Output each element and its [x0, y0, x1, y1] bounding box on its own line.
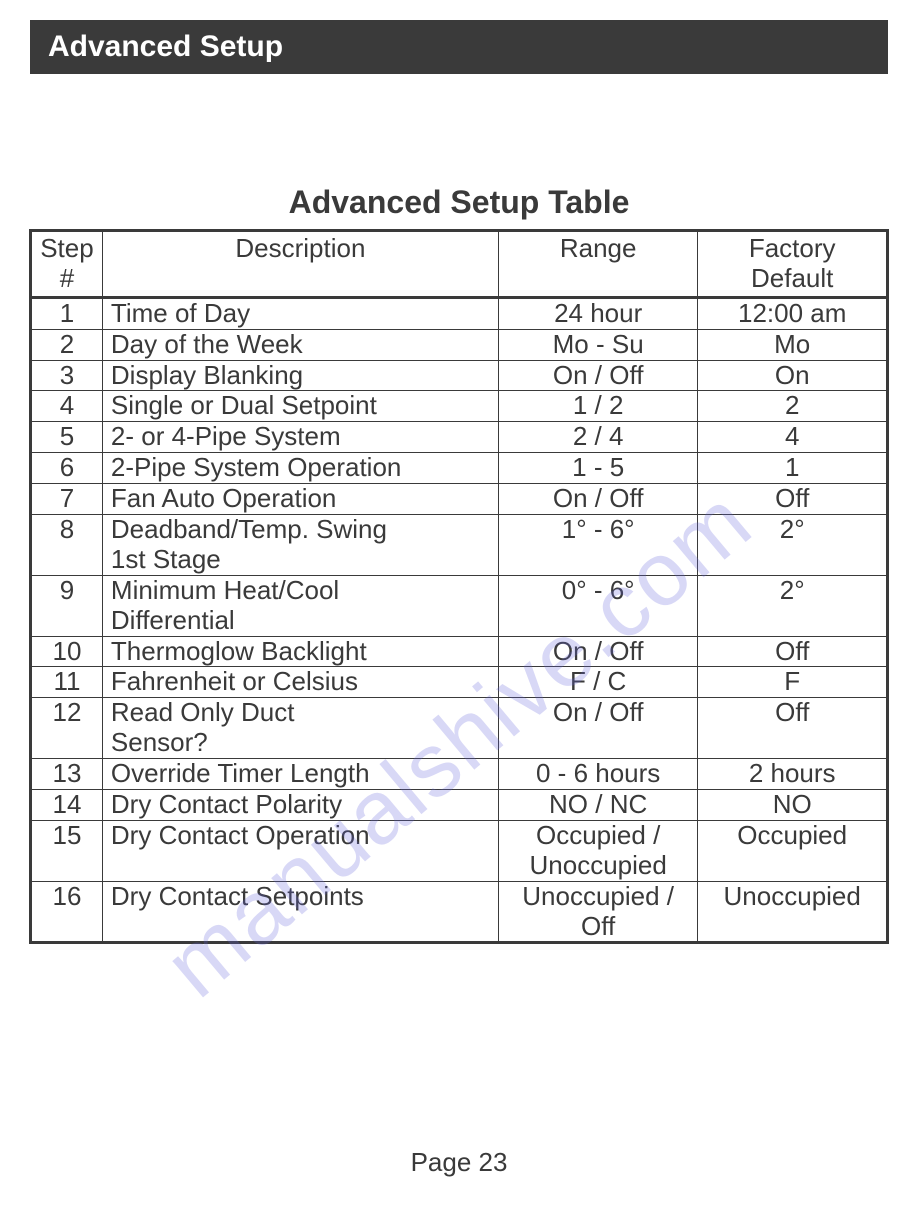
cell-step: 1	[31, 297, 103, 329]
cell-default: On	[698, 360, 888, 391]
cell-range: On / Off	[498, 360, 697, 391]
cell-step: 10	[31, 636, 103, 667]
table-row: 62-Pipe System Operation1 - 51	[31, 453, 888, 484]
cell-range: 0 - 6 hours	[498, 759, 697, 790]
table-row: 52- or 4-Pipe System2 / 44	[31, 422, 888, 453]
table-row: 14Dry Contact PolarityNO / NCNO	[31, 790, 888, 821]
cell-desc: Fahrenheit or Celsius	[102, 667, 498, 698]
table-row: 2Day of the WeekMo - SuMo	[31, 329, 888, 360]
cell-default: Mo	[698, 329, 888, 360]
col-header-desc: Description	[102, 231, 498, 298]
cell-default: 12:00 am	[698, 297, 888, 329]
cell-default: 2	[698, 391, 888, 422]
table-row: 3Display BlankingOn / OffOn	[31, 360, 888, 391]
table-row: 11Fahrenheit or CelsiusF / CF	[31, 667, 888, 698]
cell-range: NO / NC	[498, 790, 697, 821]
table-row: 7Fan Auto OperationOn / OffOff	[31, 484, 888, 515]
cell-range: On / Off	[498, 484, 697, 515]
cell-step: 14	[31, 790, 103, 821]
page-header: Advanced Setup	[30, 20, 888, 74]
cell-default: 1	[698, 453, 888, 484]
cell-desc: Time of Day	[102, 297, 498, 329]
table-row: 9Minimum Heat/CoolDifferential0° - 6°2°	[31, 575, 888, 636]
table-row: 15Dry Contact OperationOccupied /Unoccup…	[31, 820, 888, 881]
table-title: Advanced Setup Table	[0, 184, 918, 221]
cell-desc: Override Timer Length	[102, 759, 498, 790]
cell-range: On / Off	[498, 698, 697, 759]
cell-step: 9	[31, 575, 103, 636]
cell-desc: Single or Dual Setpoint	[102, 391, 498, 422]
col-header-default: FactoryDefault	[698, 231, 888, 298]
cell-range: 1° - 6°	[498, 515, 697, 576]
table-row: 4Single or Dual Setpoint1 / 22	[31, 391, 888, 422]
table-row: 12Read Only DuctSensor?On / OffOff	[31, 698, 888, 759]
cell-default: F	[698, 667, 888, 698]
table-row: 13Override Timer Length0 - 6 hours2 hour…	[31, 759, 888, 790]
cell-desc: Dry Contact Setpoints	[102, 881, 498, 943]
cell-range: 0° - 6°	[498, 575, 697, 636]
cell-range: Mo - Su	[498, 329, 697, 360]
table-body: 1Time of Day24 hour12:00 am2Day of the W…	[31, 297, 888, 943]
cell-range: Unoccupied /Off	[498, 881, 697, 943]
cell-default: Occupied	[698, 820, 888, 881]
col-header-range: Range	[498, 231, 697, 298]
cell-step: 15	[31, 820, 103, 881]
cell-desc: Fan Auto Operation	[102, 484, 498, 515]
table-row: 16Dry Contact SetpointsUnoccupied /OffUn…	[31, 881, 888, 943]
cell-desc: Day of the Week	[102, 329, 498, 360]
cell-desc: Dry Contact Polarity	[102, 790, 498, 821]
cell-range: 1 / 2	[498, 391, 697, 422]
cell-desc: Display Blanking	[102, 360, 498, 391]
cell-step: 2	[31, 329, 103, 360]
cell-range: Occupied /Unoccupied	[498, 820, 697, 881]
table-header-row: Step# Description Range FactoryDefault	[31, 231, 888, 298]
cell-step: 13	[31, 759, 103, 790]
page-header-title: Advanced Setup	[48, 30, 283, 63]
cell-default: NO	[698, 790, 888, 821]
cell-default: 2 hours	[698, 759, 888, 790]
cell-step: 4	[31, 391, 103, 422]
cell-step: 7	[31, 484, 103, 515]
cell-desc: 2-Pipe System Operation	[102, 453, 498, 484]
cell-desc: Read Only DuctSensor?	[102, 698, 498, 759]
cell-range: 24 hour	[498, 297, 697, 329]
cell-step: 3	[31, 360, 103, 391]
cell-desc: Minimum Heat/CoolDifferential	[102, 575, 498, 636]
cell-default: 2°	[698, 575, 888, 636]
cell-step: 6	[31, 453, 103, 484]
cell-step: 16	[31, 881, 103, 943]
page-number: Page 23	[0, 1147, 918, 1178]
cell-default: Unoccupied	[698, 881, 888, 943]
table-container: manualshive.com Advanced Setup Table Ste…	[0, 184, 918, 944]
cell-desc: Deadband/Temp. Swing1st Stage	[102, 515, 498, 576]
cell-step: 12	[31, 698, 103, 759]
cell-step: 11	[31, 667, 103, 698]
cell-default: Off	[698, 636, 888, 667]
cell-desc: 2- or 4-Pipe System	[102, 422, 498, 453]
table-row: 1Time of Day24 hour12:00 am	[31, 297, 888, 329]
cell-step: 8	[31, 515, 103, 576]
cell-range: 1 - 5	[498, 453, 697, 484]
cell-range: 2 / 4	[498, 422, 697, 453]
cell-range: On / Off	[498, 636, 697, 667]
cell-range: F / C	[498, 667, 697, 698]
setup-table: Step# Description Range FactoryDefault 1…	[29, 229, 889, 944]
cell-default: Off	[698, 484, 888, 515]
cell-desc: Dry Contact Operation	[102, 820, 498, 881]
cell-default: 4	[698, 422, 888, 453]
table-row: 10Thermoglow BacklightOn / OffOff	[31, 636, 888, 667]
col-header-step: Step#	[31, 231, 103, 298]
cell-default: 2°	[698, 515, 888, 576]
cell-default: Off	[698, 698, 888, 759]
cell-step: 5	[31, 422, 103, 453]
cell-desc: Thermoglow Backlight	[102, 636, 498, 667]
table-row: 8Deadband/Temp. Swing1st Stage1° - 6°2°	[31, 515, 888, 576]
